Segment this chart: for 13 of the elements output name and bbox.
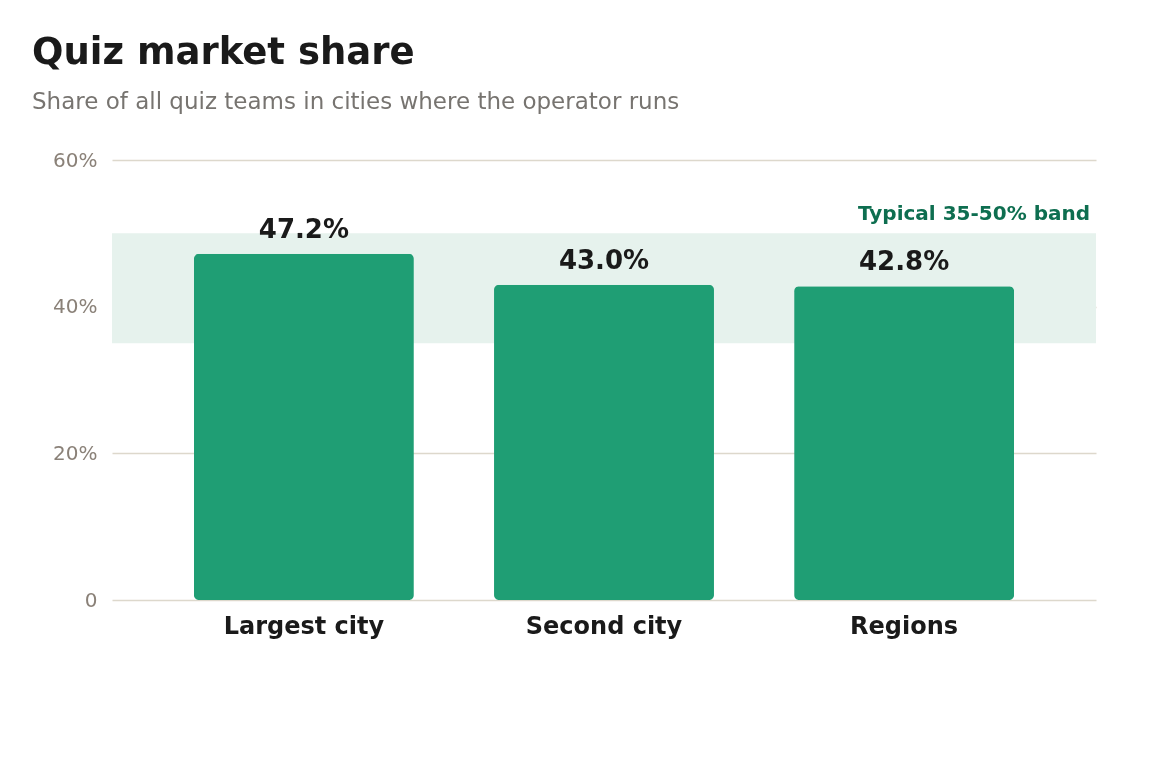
data-label: 47.2% xyxy=(258,213,350,244)
y-tick-label: 20% xyxy=(53,440,98,465)
data-label: 43.0% xyxy=(558,244,650,275)
y-tick-label: 0 xyxy=(84,587,98,612)
y-tick-label: 40% xyxy=(53,294,98,319)
chart-title: Quiz market share xyxy=(32,30,415,73)
data-label: 42.8% xyxy=(858,246,950,277)
x-tick-label: Largest city xyxy=(223,611,385,640)
y-tick-label: 60% xyxy=(53,147,98,172)
x-tick-label: Regions xyxy=(850,611,959,640)
chart-subtitle: Share of all quiz teams in cities where the operator runs xyxy=(32,88,680,116)
x-tick-label: Second city xyxy=(525,611,683,640)
band-label: Typical 35-50% band xyxy=(858,201,1090,226)
